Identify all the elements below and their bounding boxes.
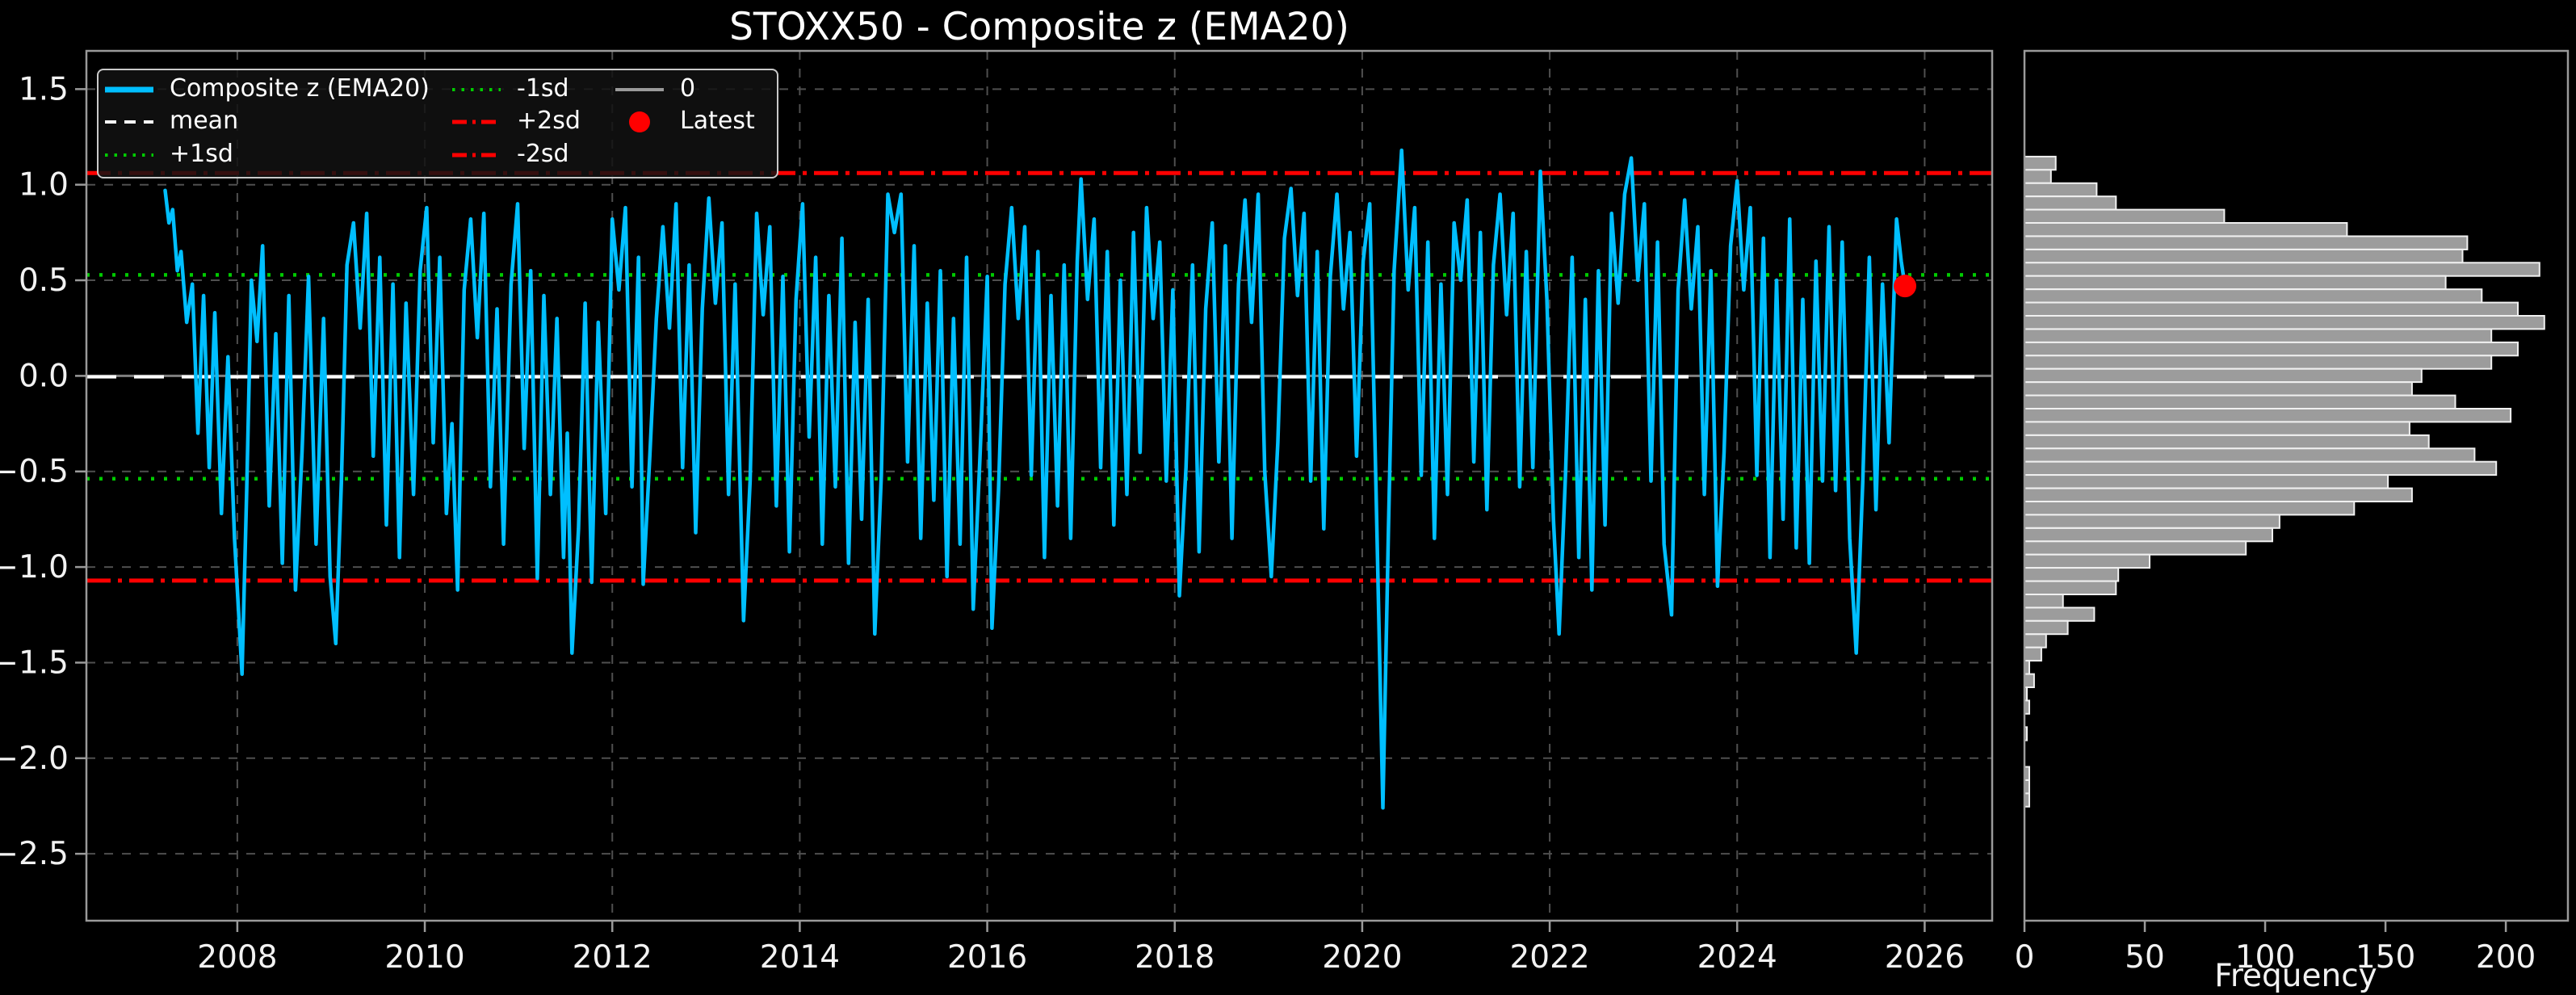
hist-bar xyxy=(2024,169,2052,184)
hist-bar xyxy=(2024,619,2069,636)
y-tick-label: 1.5 xyxy=(19,71,69,107)
hist-bar xyxy=(2024,155,2057,171)
hist-bar xyxy=(2024,594,2064,609)
hist-bar xyxy=(2024,514,2280,529)
x-tick-label: 2026 xyxy=(1885,939,1965,976)
hist-x-tick-label: 200 xyxy=(2476,939,2536,976)
histogram-area: 0 50 100 150 200 xyxy=(2015,49,2570,976)
hist-bar xyxy=(2024,315,2545,330)
hist-bar xyxy=(2024,553,2150,569)
hist-bar xyxy=(2024,381,2413,397)
legend-entry-label: +1sd xyxy=(170,140,233,168)
hist-x-tick-label: 150 xyxy=(2356,939,2415,976)
hist-x-tick-label: 50 xyxy=(2125,939,2165,976)
hist-bar xyxy=(2024,408,2512,423)
hist-bar xyxy=(2024,460,2498,477)
hist-bar xyxy=(2024,434,2430,450)
hist-bar xyxy=(2024,527,2273,543)
legend: Composite z (EMA20) mean +1sd -1sd +2sd -2sd 0… xyxy=(97,69,778,178)
x-tick-label: 2024 xyxy=(1697,939,1777,976)
y-tick-label: −0.5 xyxy=(0,454,69,490)
legend-line-sample-icon xyxy=(105,153,153,157)
hist-bar xyxy=(2024,487,2413,502)
main-plot-area: 2008 2010 2012 2014 2016 2018 2020 2022 2024 2026… xyxy=(0,49,1994,976)
hist-xaxis-label: Frequency xyxy=(2214,958,2377,994)
hist-bar xyxy=(2024,633,2047,649)
x-tick-label: 2008 xyxy=(197,939,277,976)
hist-axes-spines xyxy=(2023,49,2570,922)
hist-bar xyxy=(2024,288,2483,304)
x-tick-label: 2010 xyxy=(384,939,464,976)
legend-latest-dot-icon xyxy=(629,111,650,132)
hist-bar xyxy=(2024,301,2519,317)
hist-bar xyxy=(2024,222,2348,237)
x-tick-label: 2014 xyxy=(760,939,840,976)
x-tick-label: 2012 xyxy=(573,939,652,976)
hist-bar xyxy=(2024,394,2456,410)
legend-line-sample-icon xyxy=(105,120,153,124)
chart-title: STOXX50 - Composite z (EMA20) xyxy=(729,5,1349,49)
legend-entry-label: +2sd xyxy=(517,107,581,135)
y-tick-label: −1.0 xyxy=(0,549,69,586)
legend-entry-label: 0 xyxy=(680,74,696,103)
legend-entry-label: Latest xyxy=(680,107,755,135)
hist-bar xyxy=(2024,607,2096,622)
hist-bar xyxy=(2024,474,2389,489)
hist-bar xyxy=(2024,328,2493,343)
legend-line-sample-icon xyxy=(452,153,501,157)
y-tick-label: −2.0 xyxy=(0,741,69,777)
hist-bar xyxy=(2024,646,2042,662)
hist-bar xyxy=(2024,367,2423,384)
x-tick-label: 2020 xyxy=(1322,939,1402,976)
hist-bar xyxy=(2024,182,2098,198)
hist-bar xyxy=(2024,195,2117,211)
composite-z-line xyxy=(163,148,1907,810)
hist-bar xyxy=(2024,501,2356,516)
legend-line-sample-icon xyxy=(105,86,153,93)
hist-bar xyxy=(2024,275,2447,291)
x-tick-label: 2016 xyxy=(947,939,1027,976)
y-tick-label: 0.0 xyxy=(19,358,69,394)
y-tick-label: 0.5 xyxy=(19,262,69,299)
hist-bar xyxy=(2024,673,2035,688)
hist-bar xyxy=(2024,355,2493,370)
hist-bar xyxy=(2024,208,2226,225)
hist-x-tick-label: 0 xyxy=(2015,939,2035,976)
hist-bar xyxy=(2024,421,2410,436)
y-tick-label: −2.5 xyxy=(0,836,69,872)
y-tick-label: 1.0 xyxy=(19,167,69,204)
legend-entry-label: mean xyxy=(170,107,239,135)
hist-bar xyxy=(2024,341,2519,357)
latest-point-marker xyxy=(1894,275,1917,298)
main-axes-spines xyxy=(85,49,1994,922)
hist-x-tick-label: 100 xyxy=(2235,939,2295,976)
hist-bar xyxy=(2024,567,2120,582)
legend-entry-label: Composite z (EMA20) xyxy=(170,74,430,103)
hist-bar xyxy=(2024,540,2247,556)
hist-bar xyxy=(2024,248,2464,264)
hist-bar xyxy=(2024,447,2476,463)
legend-line-sample-icon xyxy=(452,88,501,91)
legend-line-sample-icon xyxy=(615,88,664,91)
x-tick-label: 2022 xyxy=(1509,939,1589,976)
x-tick-label: 2018 xyxy=(1135,939,1215,976)
y-tick-label: −1.5 xyxy=(0,644,69,681)
legend-entry-label: -2sd xyxy=(517,140,569,168)
hist-bar xyxy=(2024,262,2540,277)
hist-bar xyxy=(2024,235,2469,250)
legend-line-sample-icon xyxy=(452,120,501,124)
hist-bar xyxy=(2024,580,2117,595)
legend-entry-label: -1sd xyxy=(517,74,569,103)
